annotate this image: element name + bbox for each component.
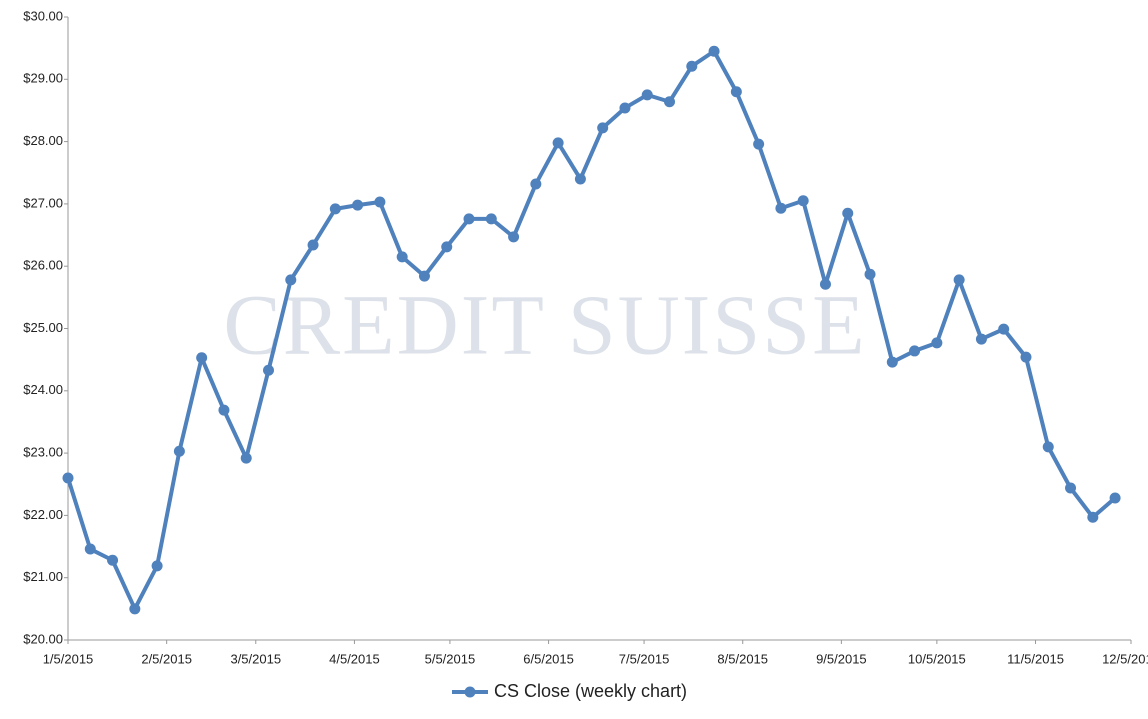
y-tick-label: $30.00 (23, 8, 63, 23)
point (753, 138, 765, 150)
y-tick-label: $24.00 (23, 382, 63, 397)
y-tick-label: $27.00 (23, 195, 63, 210)
x-tick-label: 6/5/2015 (523, 651, 574, 666)
point (218, 404, 230, 416)
point (552, 137, 564, 149)
point (485, 213, 497, 225)
point (574, 173, 586, 185)
point (418, 270, 430, 282)
point (1109, 492, 1121, 504)
point (708, 45, 720, 57)
point (864, 268, 876, 280)
point (374, 196, 386, 208)
point (329, 203, 341, 215)
point (909, 345, 921, 357)
point (1065, 482, 1077, 494)
point (619, 102, 631, 114)
x-tick-label: 9/5/2015 (816, 651, 867, 666)
point (463, 213, 475, 225)
point (664, 96, 676, 108)
y-tick-label: $28.00 (23, 133, 63, 148)
point (196, 352, 208, 364)
x-tick-label: 12/5/2015 (1102, 651, 1148, 666)
point (352, 199, 364, 211)
point (151, 560, 163, 572)
y-tick-label: $25.00 (23, 320, 63, 335)
point (263, 364, 275, 376)
point (931, 337, 943, 349)
point (240, 452, 252, 464)
point (842, 207, 854, 219)
y-tick-label: $21.00 (23, 569, 63, 584)
point (1020, 351, 1032, 363)
point (730, 86, 742, 98)
point (641, 89, 653, 101)
point (84, 543, 96, 555)
watermark: CREDIT SUISSE (223, 277, 866, 373)
x-tick-label: 4/5/2015 (329, 651, 380, 666)
point (1087, 511, 1099, 523)
point (441, 241, 453, 253)
x-tick-label: 8/5/2015 (717, 651, 768, 666)
point (775, 202, 787, 214)
point (62, 472, 74, 484)
x-tick-label: 10/5/2015 (908, 651, 966, 666)
y-tick-label: $22.00 (23, 507, 63, 522)
point (597, 122, 609, 134)
x-tick-label: 7/5/2015 (619, 651, 670, 666)
point (886, 356, 898, 368)
point (508, 231, 520, 243)
point (307, 239, 319, 251)
point (975, 333, 987, 345)
y-tick-label: $23.00 (23, 445, 63, 460)
point (998, 323, 1010, 335)
legend-label: CS Close (weekly chart) (494, 681, 687, 701)
point (530, 178, 542, 190)
point (285, 274, 297, 286)
x-tick-label: 1/5/2015 (43, 651, 94, 666)
y-tick-label: $29.00 (23, 71, 63, 86)
x-tick-label: 2/5/2015 (141, 651, 192, 666)
point (953, 274, 965, 286)
point (1042, 441, 1054, 453)
x-tick-label: 3/5/2015 (230, 651, 281, 666)
point (173, 445, 185, 457)
point (107, 554, 119, 566)
legend-marker (464, 686, 476, 698)
series-line (66, 49, 1117, 611)
point (686, 60, 698, 72)
point (797, 195, 809, 207)
x-tick-label: 5/5/2015 (425, 651, 476, 666)
point (819, 278, 831, 290)
y-tick-label: $20.00 (23, 631, 63, 646)
point (396, 251, 408, 263)
y-tick-label: $26.00 (23, 258, 63, 273)
point (129, 603, 141, 615)
x-tick-label: 11/5/2015 (1007, 651, 1064, 666)
